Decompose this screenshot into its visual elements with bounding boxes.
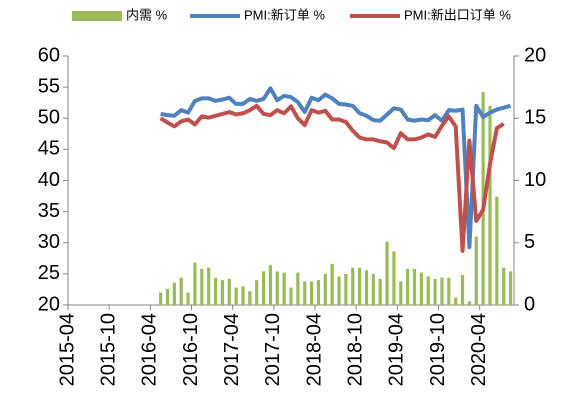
bar: [495, 196, 499, 305]
bar: [220, 280, 224, 305]
bar: [275, 271, 279, 305]
bar: [351, 267, 355, 305]
y-tick-label: 25: [38, 262, 60, 284]
legend-label: PMI:新订单 %: [244, 7, 325, 22]
y2-tick-label: 0: [524, 293, 535, 315]
bar: [289, 287, 293, 305]
bar: [193, 262, 197, 305]
bar: [316, 280, 321, 305]
bar: [261, 271, 266, 305]
legend-label: 内需 %: [126, 7, 168, 22]
bar: [268, 265, 273, 305]
bar: [371, 273, 375, 305]
legend-label: PMI:新出口订单 %: [404, 7, 511, 22]
bar: [433, 278, 437, 305]
x-tick-label: 2017-04: [221, 313, 243, 386]
bar: [227, 278, 231, 305]
y-tick-label: 30: [38, 231, 60, 253]
bar: [399, 281, 403, 305]
bar: [364, 270, 369, 305]
y2-tick-label: 15: [524, 107, 546, 129]
bar: [330, 263, 334, 305]
bar: [392, 251, 396, 305]
bar: [159, 292, 163, 305]
x-tick-label: 2016-10: [180, 313, 202, 386]
bar: [454, 297, 458, 305]
bar: [255, 280, 259, 305]
legend-swatch: [72, 11, 122, 21]
x-tick-label: 2016-04: [139, 313, 161, 386]
x-tick-label: 2019-04: [386, 313, 408, 386]
bar: [412, 268, 417, 305]
bar: [323, 273, 327, 305]
bar: [213, 277, 218, 305]
bar: [241, 286, 245, 305]
y2-tick-label: 5: [524, 231, 535, 253]
y-tick-label: 60: [38, 44, 60, 66]
bar: [358, 267, 362, 305]
bar: [488, 105, 492, 305]
y-tick-label: 20: [38, 293, 60, 315]
bar: [447, 277, 451, 305]
bar: [378, 278, 382, 305]
bar: [385, 241, 389, 305]
x-tick-label: 2015-10: [97, 313, 119, 386]
y-tick-label: 55: [38, 75, 60, 97]
line: [159, 103, 505, 253]
bar: [172, 282, 176, 305]
line: [160, 86, 512, 250]
bar: [165, 288, 170, 305]
bar: [502, 267, 506, 305]
x-tick-label: 2018-10: [344, 313, 366, 386]
y2-tick-label: 20: [524, 44, 546, 66]
bar: [186, 292, 190, 305]
y-tick-label: 40: [38, 169, 60, 191]
bar: [248, 291, 252, 305]
x-tick-label: 2017-10: [262, 313, 284, 386]
bar: [467, 301, 471, 305]
x-tick-label: 2020-04: [468, 313, 490, 386]
y-tick-label: 45: [38, 138, 60, 160]
bar: [474, 236, 478, 305]
bar: [337, 276, 341, 305]
bar: [296, 272, 300, 305]
x-tick-label: 2015-04: [56, 313, 78, 386]
y-tick-label: 50: [38, 107, 60, 129]
bar: [303, 281, 307, 305]
y2-tick-label: 10: [524, 169, 546, 191]
bar: [234, 287, 238, 305]
bar: [419, 272, 423, 305]
bar: [406, 268, 410, 305]
bar: [508, 271, 513, 305]
bar: [440, 277, 444, 305]
x-tick-label: 2018-04: [303, 313, 325, 386]
y-tick-label: 35: [38, 200, 60, 222]
bar: [426, 276, 430, 305]
bar: [460, 275, 465, 305]
bar: [309, 281, 314, 305]
bar: [179, 277, 183, 305]
bar: [200, 268, 204, 305]
bar: [282, 272, 286, 305]
bar: [207, 267, 211, 305]
bar: [344, 273, 348, 305]
x-tick-label: 2019-10: [427, 313, 449, 386]
